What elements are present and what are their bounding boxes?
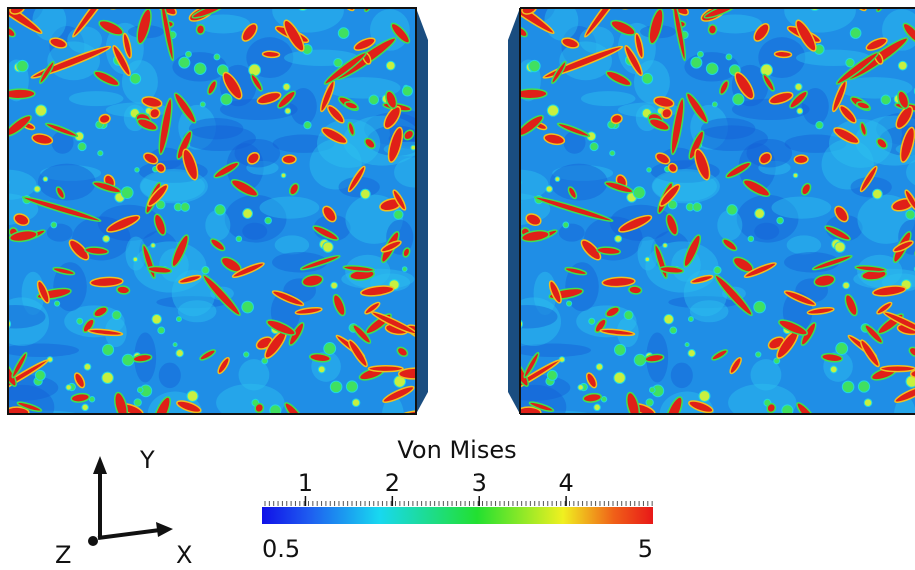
tick-label: 1	[298, 469, 313, 497]
min-label: 0.5	[262, 535, 300, 563]
z-dot	[88, 536, 98, 546]
axes-triad: Y X Z	[55, 446, 192, 569]
x-axis-label: X	[176, 541, 192, 569]
arrowhead	[93, 456, 107, 474]
colorbar: Von Mises 1 2 3 4 0.5 5	[262, 436, 653, 563]
panel-side	[416, 8, 428, 414]
stress-field-right	[520, 8, 915, 414]
panel-side	[508, 8, 520, 414]
tick-label: 4	[558, 469, 573, 497]
tick-label: 2	[385, 469, 400, 497]
x-arrow	[97, 528, 161, 540]
colorbar-gradient	[262, 507, 653, 524]
y-axis-label: Y	[139, 446, 155, 474]
tick-label: 3	[472, 469, 487, 497]
max-label: 5	[638, 535, 653, 563]
panel-border	[7, 7, 417, 415]
colorbar-title: Von Mises	[397, 436, 516, 464]
z-axis-label: Z	[55, 541, 71, 569]
stress-field-left	[8, 8, 416, 414]
arrowhead	[156, 522, 173, 537]
